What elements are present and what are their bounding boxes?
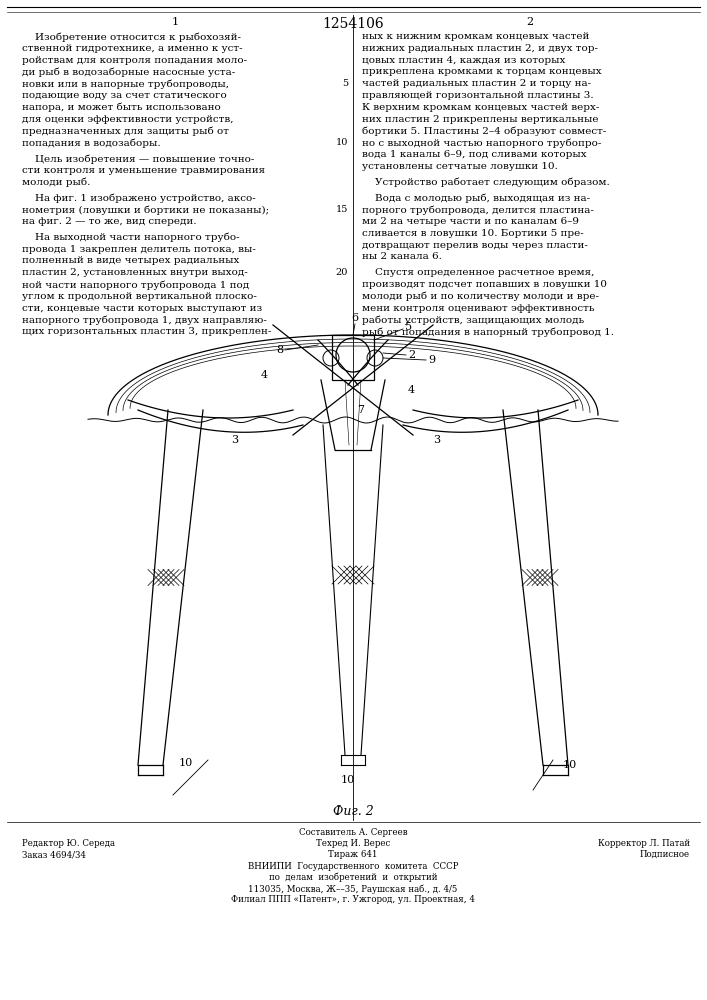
Text: На выходной части напорного трубо-: На выходной части напорного трубо- [22, 233, 240, 242]
Text: прикреплена кромками к торцам концевых: прикреплена кромками к торцам концевых [362, 67, 602, 76]
Text: ми 2 на четыре части и по каналам 6–9: ми 2 на четыре части и по каналам 6–9 [362, 217, 579, 226]
Text: 10: 10 [179, 758, 193, 768]
Text: молоди рыб.: молоди рыб. [22, 178, 90, 187]
Text: Спустя определенное расчетное время,: Спустя определенное расчетное время, [362, 268, 595, 277]
Text: производят подсчет попавших в ловушки 10: производят подсчет попавших в ловушки 10 [362, 280, 607, 289]
Text: ны 2 канала 6.: ны 2 канала 6. [362, 252, 442, 261]
Text: Техред И. Верес: Техред И. Верес [316, 839, 390, 848]
Text: 113035, Москва, Ж––35, Раушская наб., д. 4/5: 113035, Москва, Ж––35, Раушская наб., д.… [248, 884, 457, 894]
Text: Цель изобретения — повышение точно-: Цель изобретения — повышение точно- [22, 154, 255, 163]
Text: Подписное: Подписное [640, 850, 690, 859]
Text: сливается в ловушки 10. Бортики 5 пре-: сливается в ловушки 10. Бортики 5 пре- [362, 229, 584, 238]
Text: Вода с молодью рыб, выходящая из на-: Вода с молодью рыб, выходящая из на- [362, 193, 590, 203]
Text: ройствам для контроля попадания моло-: ройствам для контроля попадания моло- [22, 56, 247, 65]
Text: Тираж 641: Тираж 641 [328, 850, 378, 859]
Text: сти, концевые части которых выступают из: сти, концевые части которых выступают из [22, 304, 262, 313]
Text: частей радиальных пластин 2 и торцу на-: частей радиальных пластин 2 и торцу на- [362, 79, 591, 88]
Text: 10: 10 [563, 760, 577, 770]
Text: 8: 8 [276, 345, 283, 355]
Text: 15: 15 [336, 205, 348, 214]
Text: правляющей горизонтальной пластины 3.: правляющей горизонтальной пластины 3. [362, 91, 594, 100]
Text: Составитель А. Сергеев: Составитель А. Сергеев [298, 828, 407, 837]
Text: подающие воду за счет статического: подающие воду за счет статического [22, 91, 227, 100]
Text: Заказ 4694/34: Заказ 4694/34 [22, 850, 86, 859]
Text: работы устройств, защищающих молодь: работы устройств, защищающих молодь [362, 315, 584, 325]
Text: цовых пластин 4, каждая из которых: цовых пластин 4, каждая из которых [362, 56, 566, 65]
Text: полненный в виде четырех радиальных: полненный в виде четырех радиальных [22, 256, 240, 265]
Text: но с выходной частью напорного трубопро-: но с выходной частью напорного трубопро- [362, 138, 602, 148]
Text: ных к нижним кромкам концевых частей: ных к нижним кромкам концевых частей [362, 32, 590, 41]
Text: 7: 7 [358, 405, 365, 415]
Text: 5: 5 [405, 322, 412, 332]
Text: них пластин 2 прикреплены вертикальные: них пластин 2 прикреплены вертикальные [362, 115, 599, 124]
Text: бортики 5. Пластины 2–4 образуют совмест-: бортики 5. Пластины 2–4 образуют совмест… [362, 126, 607, 136]
Text: 1: 1 [171, 17, 179, 27]
Text: молоди рыб и по количеству молоди и вре-: молоди рыб и по количеству молоди и вре- [362, 292, 599, 301]
Text: установлены сетчатые ловушки 10.: установлены сетчатые ловушки 10. [362, 162, 558, 171]
Text: напорного трубопровода 1, двух направляю-: напорного трубопровода 1, двух направляю… [22, 315, 267, 325]
Text: напора, и может быть использовано: напора, и может быть использовано [22, 103, 221, 112]
Text: углом к продольной вертикальной плоско-: углом к продольной вертикальной плоско- [22, 292, 257, 301]
Text: новки или в напорные трубопроводы,: новки или в напорные трубопроводы, [22, 79, 229, 89]
Text: На фиг. 1 изображено устройство, аксо-: На фиг. 1 изображено устройство, аксо- [22, 193, 256, 203]
Text: 4: 4 [408, 385, 415, 395]
Text: 10: 10 [336, 138, 348, 147]
Text: щих горизонтальных пластин 3, прикреплен-: щих горизонтальных пластин 3, прикреплен… [22, 327, 271, 336]
Text: провода 1 закреплен делитель потока, вы-: провода 1 закреплен делитель потока, вы- [22, 245, 256, 254]
Text: ВНИИПИ  Государственного  комитета  СССР: ВНИИПИ Государственного комитета СССР [247, 862, 458, 871]
Text: Филиал ППП «Патент», г. Ужгород, ул. Проектная, 4: Филиал ППП «Патент», г. Ужгород, ул. Про… [231, 895, 475, 904]
Text: нометрия (ловушки и бортики не показаны);: нометрия (ловушки и бортики не показаны)… [22, 205, 269, 215]
Text: предназначенных для защиты рыб от: предназначенных для защиты рыб от [22, 126, 229, 136]
Text: порного трубопровода, делится пластина-: порного трубопровода, делится пластина- [362, 205, 594, 215]
Text: пластин 2, установленных внутри выход-: пластин 2, установленных внутри выход- [22, 268, 247, 277]
Text: 9: 9 [428, 355, 435, 365]
Text: мени контроля оценивают эффективность: мени контроля оценивают эффективность [362, 304, 595, 313]
Text: попадания в водозаборы.: попадания в водозаборы. [22, 138, 160, 148]
Text: 2: 2 [527, 17, 534, 27]
Text: 4: 4 [261, 370, 268, 380]
Text: вода 1 каналы 6–9, под сливами которых: вода 1 каналы 6–9, под сливами которых [362, 150, 587, 159]
Text: 6: 6 [351, 313, 358, 323]
Text: 20: 20 [336, 268, 348, 277]
Text: сти контроля и уменьшение травмирования: сти контроля и уменьшение травмирования [22, 166, 265, 175]
Text: рыб от попадания в напорный трубопровод 1.: рыб от попадания в напорный трубопровод … [362, 327, 614, 337]
Text: Корректор Л. Патай: Корректор Л. Патай [598, 839, 690, 848]
Text: 1254106: 1254106 [322, 17, 384, 31]
Text: нижних радиальных пластин 2, и двух тор-: нижних радиальных пластин 2, и двух тор- [362, 44, 598, 53]
Text: дотвращают перелив воды через пласти-: дотвращают перелив воды через пласти- [362, 241, 588, 250]
Text: 10: 10 [341, 775, 355, 785]
Text: по  делам  изобретений  и  открытий: по делам изобретений и открытий [269, 873, 437, 882]
Text: К верхним кромкам концевых частей верх-: К верхним кромкам концевых частей верх- [362, 103, 600, 112]
Text: на фиг. 2 — то же, вид спереди.: на фиг. 2 — то же, вид спереди. [22, 217, 197, 226]
Text: Устройство работает следующим образом.: Устройство работает следующим образом. [362, 178, 609, 187]
Text: 3: 3 [231, 435, 238, 445]
Text: Изобретение относится к рыбохозяй-: Изобретение относится к рыбохозяй- [22, 32, 241, 41]
Text: ди рыб в водозаборные насосные уста-: ди рыб в водозаборные насосные уста- [22, 67, 235, 77]
Text: для оценки эффективности устройств,: для оценки эффективности устройств, [22, 115, 233, 124]
Text: 3: 3 [433, 435, 440, 445]
Text: Редактор Ю. Середа: Редактор Ю. Середа [22, 839, 115, 848]
Text: ной части напорного трубопровода 1 под: ной части напорного трубопровода 1 под [22, 280, 249, 290]
Text: ственной гидротехнике, а именно к уст-: ственной гидротехнике, а именно к уст- [22, 44, 243, 53]
Text: Фиг. 2: Фиг. 2 [332, 805, 373, 818]
Text: 2: 2 [408, 350, 415, 360]
Text: 5: 5 [342, 79, 348, 88]
